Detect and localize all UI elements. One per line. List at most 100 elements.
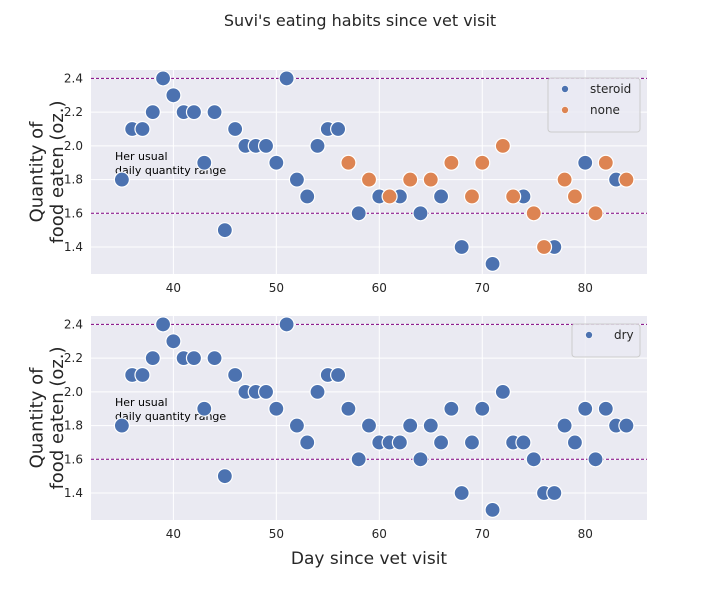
data-point <box>196 154 213 171</box>
x-tick-label: 60 <box>372 527 387 541</box>
data-point <box>566 434 584 451</box>
data-point <box>360 171 378 188</box>
data-point <box>443 154 460 171</box>
data-point <box>556 417 573 434</box>
data-point <box>299 434 316 451</box>
data-point <box>278 70 295 87</box>
data-point <box>556 171 573 188</box>
data-point <box>257 383 275 400</box>
data-point <box>113 417 130 434</box>
data-point <box>474 400 491 417</box>
y-tick-label: 1.6 <box>64 452 83 466</box>
data-point <box>330 120 347 138</box>
data-point <box>185 104 203 121</box>
data-point <box>515 434 532 451</box>
data-point <box>566 188 584 205</box>
data-point <box>196 400 213 417</box>
data-point <box>154 316 172 333</box>
data-point <box>381 188 398 205</box>
legend: dry <box>571 323 641 358</box>
data-point <box>216 222 233 239</box>
data-point <box>484 255 501 272</box>
data-point <box>402 417 419 434</box>
data-point <box>268 154 285 171</box>
data-point <box>453 484 470 502</box>
x-tick-label: 50 <box>269 281 284 295</box>
data-point <box>278 316 295 333</box>
legend-marker <box>561 106 569 114</box>
x-tick-label: 80 <box>578 527 593 541</box>
legend-label: dry <box>614 328 634 342</box>
data-point <box>134 120 151 138</box>
legend-marker <box>561 85 569 93</box>
y-tick-label: 2.0 <box>64 385 83 399</box>
data-point <box>422 417 439 434</box>
legend: steroid none <box>547 77 641 133</box>
y-tick-label: 2.0 <box>64 139 83 153</box>
series-dry <box>113 316 635 518</box>
data-point <box>360 417 378 434</box>
data-point <box>463 434 481 451</box>
data-point <box>330 366 347 384</box>
data-point <box>525 205 542 222</box>
data-point <box>113 171 130 188</box>
data-point <box>422 171 439 188</box>
legend-marker <box>585 331 593 339</box>
data-point <box>402 171 419 188</box>
data-point <box>227 366 244 384</box>
x-tick-label: 70 <box>475 527 490 541</box>
data-point <box>587 205 604 222</box>
x-tick-label: 40 <box>166 527 181 541</box>
data-point <box>257 137 275 154</box>
data-point <box>165 333 182 350</box>
y-tick-label: 2.2 <box>64 351 83 365</box>
legend-box <box>547 77 641 133</box>
data-point <box>412 205 429 222</box>
y-tick-label: 1.4 <box>64 240 83 254</box>
data-point <box>432 188 450 205</box>
data-point <box>165 87 182 104</box>
y-tick-label: 2.4 <box>64 71 83 85</box>
data-point <box>134 366 151 384</box>
y-tick-label: 1.8 <box>64 173 83 187</box>
x-tick-label: 70 <box>475 281 490 295</box>
data-point <box>309 137 326 154</box>
y-axis-label-line1: Quantity of <box>26 121 47 223</box>
data-point <box>268 400 285 417</box>
data-point <box>463 188 481 205</box>
range-annotation-line1: Her usual <box>115 396 168 409</box>
data-point <box>412 451 429 468</box>
data-point <box>453 238 470 256</box>
data-point <box>577 400 594 417</box>
data-point <box>505 188 522 205</box>
data-point <box>309 383 326 400</box>
data-point <box>391 434 408 451</box>
data-point <box>299 188 316 205</box>
data-point <box>618 417 635 434</box>
data-point <box>535 238 553 256</box>
figure-title: Suvi's eating habits since vet visit <box>224 11 496 30</box>
series-steroid <box>113 70 625 272</box>
data-point <box>597 154 614 171</box>
legend-label: none <box>590 103 620 117</box>
data-point <box>154 70 172 87</box>
x-tick-label: 50 <box>269 527 284 541</box>
y-tick-label: 2.4 <box>64 317 83 331</box>
data-point <box>227 120 244 138</box>
data-point <box>474 154 491 171</box>
data-point <box>494 137 511 154</box>
data-point <box>597 400 614 417</box>
y-axis-label-line1: Quantity of <box>26 367 47 469</box>
data-point <box>443 400 460 417</box>
data-point <box>432 434 450 451</box>
data-point <box>206 104 223 121</box>
data-point <box>144 350 161 367</box>
y-axis-label-line2: food eaten (oz.) <box>47 100 68 243</box>
y-tick-label: 2.2 <box>64 105 83 119</box>
data-point <box>525 451 542 468</box>
data-point <box>494 383 511 400</box>
